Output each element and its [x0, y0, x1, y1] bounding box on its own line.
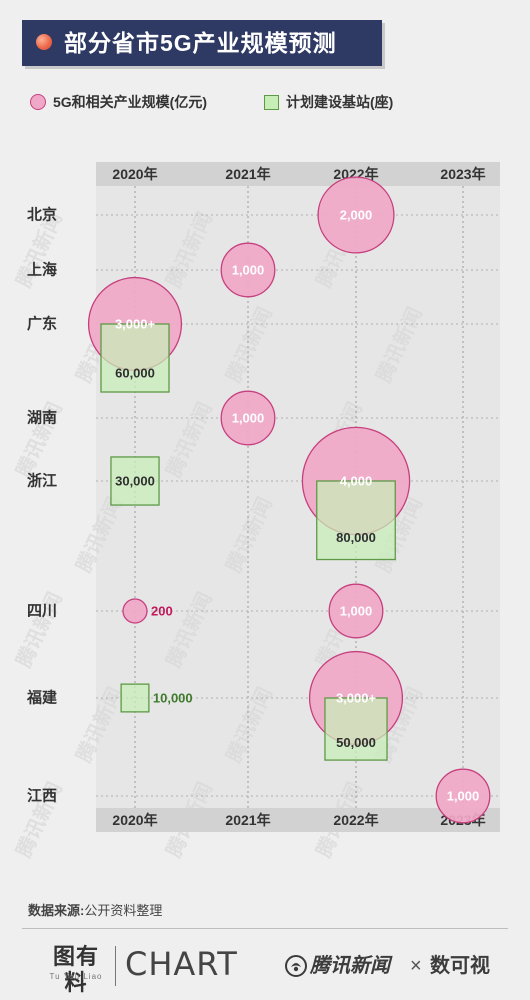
base-station-value-label: 60,000 [115, 365, 155, 380]
tencent-news-icon [285, 955, 307, 977]
region-label: 上海 [27, 261, 57, 279]
title-bar: 部分省市5G产业规模预测 [22, 20, 382, 66]
footer: 图有料 Tu You Liao CHART 腾讯新闻 × 数可视 [0, 938, 530, 995]
base-station-square [324, 697, 388, 761]
industry-value-label: 4,000 [340, 474, 373, 489]
footer-divider [22, 928, 508, 929]
logo-chart: CHART [125, 945, 238, 983]
region-label: 四川 [27, 603, 57, 620]
year-tick-top: 2021年 [225, 166, 270, 182]
year-footer-band [96, 808, 500, 832]
base-station-value-label: 50,000 [336, 735, 376, 750]
base-station-value-label: 80,000 [336, 530, 376, 545]
industry-bubble [328, 583, 384, 639]
industry-bubble [220, 390, 276, 446]
region-label: 江西 [27, 787, 57, 805]
industry-value-label: 1,000 [232, 263, 265, 278]
title-dot-icon [36, 34, 52, 50]
legend-square-label: 计划建设基站(座) [286, 94, 394, 110]
region-label: 浙江 [27, 472, 57, 490]
year-header-band [96, 162, 500, 186]
logo-shukeshi: 数可视 [430, 955, 490, 977]
year-tick-top: 2020年 [112, 166, 157, 182]
base-station-value-label: 10,000 [153, 691, 193, 706]
industry-value-label: 3,000+ [115, 317, 156, 332]
industry-value-label: 3,000+ [336, 691, 377, 706]
source-text: 公开资料整理 [84, 903, 163, 918]
base-station-square [120, 683, 150, 713]
legend-industry-scale: 5G和相关产业规模(亿元) [30, 92, 207, 112]
industry-bubble [435, 768, 491, 824]
logo-times: × [410, 955, 422, 977]
region-label: 福建 [26, 689, 58, 707]
logo-tencent-news: 腾讯新闻 [310, 955, 390, 977]
industry-value-label: 200 [151, 604, 173, 619]
data-source: 数据来源:公开资料整理 [28, 900, 162, 919]
year-tick-bottom: 2021年 [225, 812, 270, 828]
year-tick-top: 2023年 [440, 166, 485, 182]
legend-square-icon [264, 94, 279, 110]
base-station-square [110, 456, 160, 506]
base-station-square [100, 323, 170, 393]
source-label: 数据来源: [28, 903, 85, 918]
industry-bubble [220, 242, 276, 298]
logo-separator [115, 946, 116, 986]
industry-bubble [317, 176, 395, 254]
base-station-square [316, 480, 396, 561]
logo-tuyouliao: 图有料 [52, 944, 99, 995]
industry-bubble [122, 598, 148, 624]
region-label: 湖南 [27, 409, 57, 427]
legend-base-stations: 计划建设基站(座) [264, 92, 393, 112]
industry-value-label: 1,000 [340, 604, 373, 619]
base-station-value-label: 30,000 [115, 474, 155, 489]
region-label: 广东 [27, 315, 57, 333]
logo-tuyouliao-sub: Tu You Liao [49, 972, 103, 981]
year-tick-bottom: 2020年 [112, 812, 157, 828]
year-tick-bottom: 2022年 [333, 812, 378, 828]
region-label: 北京 [27, 206, 57, 224]
industry-value-label: 2,000 [340, 208, 373, 223]
year-tick-top: 2022年 [333, 166, 378, 182]
industry-value-label: 1,000 [232, 411, 265, 426]
legend-circle-label: 5G和相关产业规模(亿元) [53, 94, 207, 110]
plot-area [96, 162, 500, 832]
watermark-text: 腾讯新闻 [11, 588, 67, 671]
industry-value-label: 1,000 [447, 789, 480, 804]
chart-title: 部分省市5G产业规模预测 [64, 30, 337, 56]
legend-circle-icon [30, 94, 46, 110]
